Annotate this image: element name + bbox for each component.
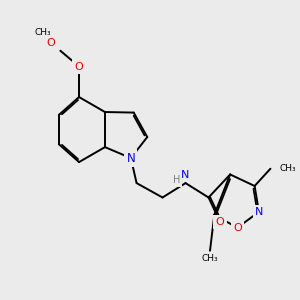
Text: N: N [127,152,135,165]
Text: O: O [46,38,55,48]
Text: CH₃: CH₃ [279,164,296,173]
Text: O: O [75,61,83,71]
Text: CH₃: CH₃ [35,28,51,38]
Text: O: O [233,223,242,233]
Text: H: H [173,175,181,185]
Text: CH₃: CH₃ [202,254,218,262]
Text: N: N [181,170,190,180]
Text: O: O [216,217,224,227]
Text: N: N [255,207,263,217]
